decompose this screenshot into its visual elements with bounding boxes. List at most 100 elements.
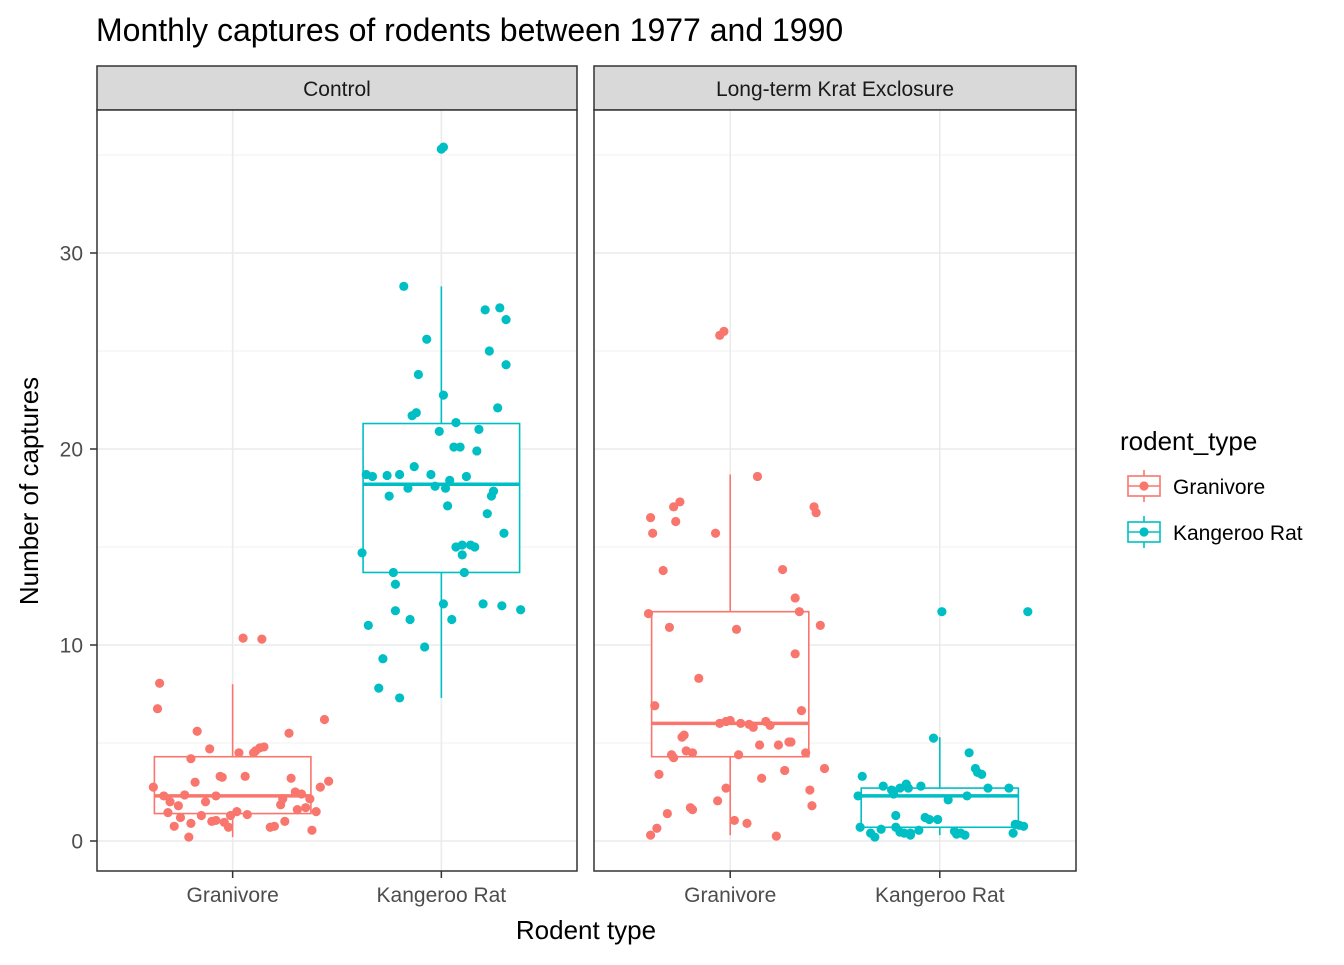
- data-point: [455, 442, 465, 452]
- data-point: [382, 470, 392, 481]
- data-point: [765, 720, 775, 730]
- data-point: [903, 783, 913, 793]
- data-point: [924, 814, 934, 825]
- data-point: [451, 417, 461, 428]
- panel-border: [96, 109, 578, 872]
- data-point: [184, 832, 194, 842]
- data-point: [916, 781, 926, 791]
- y-tick-label: 30: [60, 243, 83, 266]
- data-point: [855, 822, 865, 832]
- data-point: [192, 726, 202, 736]
- data-point: [1004, 783, 1014, 793]
- data-point: [445, 475, 455, 485]
- data-point: [459, 567, 469, 578]
- data-point: [662, 808, 672, 819]
- data-point: [679, 730, 689, 740]
- data-point: [232, 807, 242, 817]
- data-point: [857, 771, 867, 781]
- data-point: [786, 737, 796, 747]
- data-point: [173, 801, 183, 811]
- data-point: [165, 797, 175, 807]
- data-point: [811, 508, 821, 518]
- data-point: [757, 773, 767, 783]
- data-point: [307, 825, 317, 835]
- data-point: [983, 783, 993, 793]
- data-point: [438, 390, 449, 400]
- data-point: [474, 424, 484, 434]
- data-point: [719, 326, 729, 336]
- data-point: [645, 830, 656, 840]
- panel-x-axis: Granivore Kangeroo Rat: [684, 871, 1005, 907]
- data-point: [367, 471, 378, 482]
- legend-key-point: [1139, 527, 1149, 537]
- data-point: [819, 763, 830, 774]
- data-point: [205, 744, 215, 754]
- boxplot-kangeroo-rat: [357, 142, 526, 703]
- panel-long-term-krat-exclosure: Long-term Krat Exclosure Granivore Kanger…: [593, 65, 1077, 907]
- data-point: [694, 673, 704, 683]
- panel-strip: [96, 65, 578, 111]
- data-point: [395, 469, 405, 480]
- boxplot-granivore: [148, 633, 334, 842]
- data-point: [484, 346, 494, 356]
- data-point: [729, 815, 740, 826]
- data-point: [937, 607, 947, 617]
- data-point: [790, 649, 800, 659]
- data-point: [962, 791, 972, 801]
- data-point: [159, 791, 169, 801]
- data-point: [796, 706, 807, 716]
- data-point: [1019, 821, 1029, 831]
- data-point: [388, 567, 398, 578]
- chart-title: Monthly captures of rodents between 1977…: [96, 12, 843, 48]
- y-tick-label: 10: [60, 635, 83, 658]
- data-point: [876, 824, 886, 834]
- data-point: [152, 704, 163, 714]
- data-point: [933, 814, 943, 825]
- data-point: [488, 486, 499, 496]
- y-axis: 0 10 20 30: [60, 243, 97, 854]
- legend-entry: Kangeroo Rat: [1127, 516, 1303, 548]
- data-point: [409, 462, 419, 472]
- data-point: [771, 831, 781, 841]
- data-point: [155, 678, 165, 688]
- data-point: [687, 805, 698, 815]
- data-point: [790, 593, 800, 603]
- legend-title: rodent_type: [1120, 426, 1257, 456]
- data-point: [257, 634, 267, 644]
- data-point: [721, 783, 731, 793]
- data-point: [311, 807, 321, 817]
- data-point: [403, 483, 413, 493]
- data-point: [664, 622, 675, 632]
- data-point: [794, 607, 804, 617]
- panel-marks: [148, 142, 526, 842]
- data-point: [516, 605, 526, 615]
- data-point: [891, 810, 901, 821]
- data-point: [405, 614, 415, 625]
- data-point: [472, 446, 482, 456]
- data-point: [914, 825, 924, 835]
- data-point: [280, 816, 290, 827]
- data-point: [482, 509, 492, 519]
- data-point: [643, 609, 654, 619]
- data-point: [710, 528, 721, 538]
- x-tick-label: Kangeroo Rat: [377, 884, 507, 907]
- data-point: [259, 742, 269, 752]
- data-point: [675, 497, 685, 507]
- data-point: [853, 791, 863, 801]
- data-point: [426, 469, 436, 480]
- data-point: [501, 360, 511, 370]
- data-point: [301, 803, 311, 813]
- data-point: [654, 769, 664, 779]
- data-point: [175, 812, 186, 823]
- data-point: [658, 565, 668, 576]
- data-point: [436, 144, 446, 154]
- data-point: [461, 471, 471, 482]
- data-point: [430, 481, 440, 491]
- data-point: [478, 599, 488, 609]
- data-point: [480, 305, 490, 315]
- data-point: [754, 740, 765, 750]
- data-point: [422, 334, 432, 344]
- y-tick-label: 20: [60, 439, 83, 462]
- data-point: [363, 620, 373, 631]
